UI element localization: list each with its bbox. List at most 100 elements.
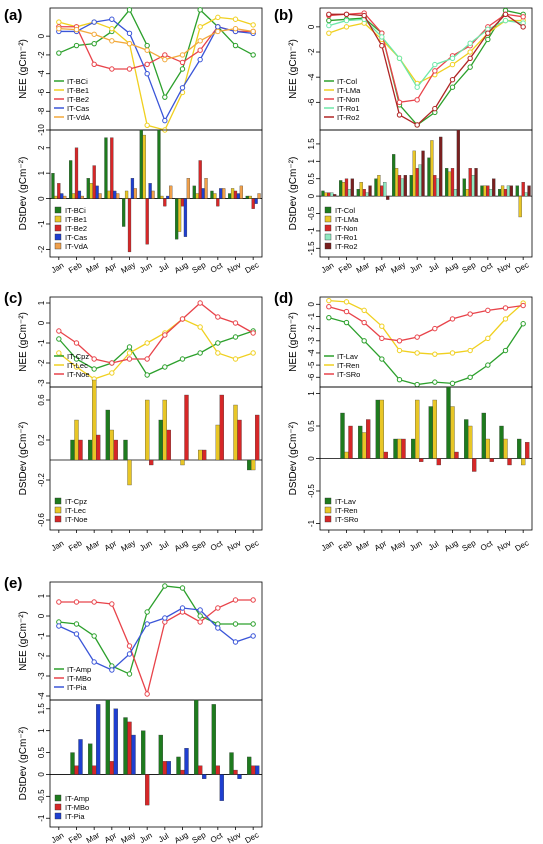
dst-y-axis-label: DStDev (gCm⁻²) <box>18 157 29 231</box>
dst-bar <box>74 765 79 775</box>
nee-data-point <box>396 55 403 62</box>
nee-data-point <box>432 68 438 74</box>
dst-bar <box>57 183 61 199</box>
nee-data-point <box>197 607 203 613</box>
dst-plot-frame <box>49 699 263 828</box>
dst-bar <box>149 459 154 466</box>
nee-data-point <box>197 613 203 619</box>
x-tick-label: May <box>119 830 137 844</box>
nee-data-point <box>361 319 367 326</box>
dst-bar <box>123 439 128 461</box>
x-tick-label: Jul <box>427 261 441 274</box>
dst-bar <box>397 438 402 459</box>
nee-data-point <box>197 38 203 44</box>
dst-bar <box>219 774 224 801</box>
nee-data-point <box>396 99 403 106</box>
nee-data-point <box>414 381 420 388</box>
x-tick-label: Dec <box>244 538 261 553</box>
dst-bar <box>247 756 252 775</box>
nee-data-point <box>379 335 385 342</box>
nee-data-point <box>56 350 62 356</box>
nee-data-point <box>215 28 221 35</box>
nee-data-point <box>91 366 97 372</box>
nee-data-point <box>109 667 115 673</box>
nee-data-point <box>232 320 239 326</box>
nee-data-point <box>215 350 221 356</box>
dst-bar <box>525 442 530 459</box>
dst-legend-entry: IT-Lec <box>65 506 86 515</box>
dst-bar <box>180 198 185 207</box>
dst-legend-swatch <box>54 206 62 214</box>
dst-y-tick-label: -0.2 <box>37 473 46 487</box>
nee-data-point <box>432 61 438 68</box>
dst-bar <box>237 419 242 461</box>
x-tick-label: Oct <box>479 538 495 552</box>
dst-bar <box>468 168 472 197</box>
dst-bar <box>347 189 352 197</box>
dst-bar <box>113 439 118 461</box>
dst-bar <box>418 164 422 197</box>
nee-data-point <box>343 17 350 24</box>
dst-bar <box>192 185 196 199</box>
dst-legend-entry: IT-Be2 <box>65 224 87 233</box>
dst-legend-entry: IT-VdA <box>65 242 88 251</box>
nee-data-point <box>73 356 80 362</box>
nee-data-point <box>467 49 473 55</box>
nee-legend-entry: IT-Lav <box>337 352 358 361</box>
dst-bar <box>175 198 179 240</box>
x-tick-label: Jun <box>138 261 154 275</box>
nee-data-point <box>197 324 203 330</box>
dst-bar <box>104 137 108 199</box>
dst-bar <box>383 451 388 459</box>
dst-bar <box>54 195 58 199</box>
nee-data-point <box>126 671 133 677</box>
dst-bar <box>447 171 452 197</box>
dst-legend-swatch <box>324 206 332 214</box>
x-tick-label: Jan <box>320 539 336 553</box>
dst-bar <box>380 185 384 197</box>
dst-bar <box>324 192 328 197</box>
nee-series-line <box>58 330 254 376</box>
dst-bar <box>468 425 473 459</box>
dst-y-tick-label: 0 <box>37 772 46 777</box>
x-tick-label: Apr <box>103 539 119 553</box>
x-tick-label: Jul <box>157 831 171 844</box>
nee-data-point <box>179 585 186 591</box>
nee-data-point <box>467 374 473 380</box>
nee-data-point <box>520 14 526 20</box>
dst-bar <box>474 168 478 197</box>
dst-y-tick-label: -0.5 <box>37 789 46 803</box>
nee-data-point <box>467 40 473 46</box>
nee-y-tick-label: -2 <box>37 359 46 367</box>
nee-legend-entry: IT-Cas <box>67 104 89 113</box>
dst-bar <box>330 192 334 197</box>
dst-legend-entry: IT-Non <box>335 224 358 233</box>
dst-bar <box>498 189 502 197</box>
dst-bar <box>180 769 185 775</box>
dst-legend-swatch <box>54 515 62 523</box>
nee-data-point <box>449 55 456 62</box>
dst-bar <box>177 198 182 232</box>
dst-bar <box>158 419 163 461</box>
nee-legend-entry: IT-Col <box>337 77 357 86</box>
dst-bar <box>450 168 455 197</box>
dst-bar <box>401 438 406 459</box>
nee-data-point <box>502 316 509 322</box>
nee-y-tick-label: -3 <box>37 379 46 387</box>
dst-bar <box>70 752 75 775</box>
dst-legend-entry: IT-SRo <box>335 515 358 524</box>
x-tick-label: Aug <box>173 260 190 275</box>
dst-legend-entry: IT-LMa <box>335 215 359 224</box>
dst-y-tick-label: 1 <box>37 728 46 733</box>
x-tick-label: Dec <box>244 830 261 844</box>
nee-data-point <box>91 40 97 47</box>
dst-bar <box>141 730 146 775</box>
dst-plot-frame <box>49 129 263 258</box>
dst-legend-swatch <box>54 215 62 223</box>
dst-bar <box>517 438 522 459</box>
nee-data-point <box>162 56 168 63</box>
nee-data-point <box>179 316 186 322</box>
dst-legend-swatch <box>54 242 62 250</box>
nee-data-point <box>432 325 438 332</box>
